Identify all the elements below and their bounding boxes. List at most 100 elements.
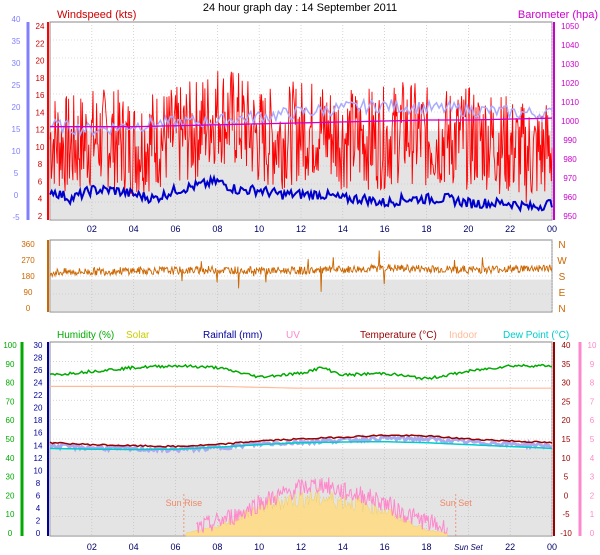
- humidity-tick-label: 50: [6, 435, 15, 444]
- rain-tick-label: 14: [34, 441, 43, 450]
- wind-outer-tick-label: 15: [12, 125, 21, 134]
- humidity-tick-label: 0: [8, 529, 13, 538]
- wind-outer-tick-label: 35: [12, 37, 21, 46]
- uv-tick-label: 3: [590, 473, 595, 482]
- rain-tick-label: 4: [36, 504, 41, 513]
- thermo-header-label: Rainfall (mm): [203, 330, 262, 341]
- wind-outer-tick-label: 40: [12, 15, 21, 24]
- thermo-header-label: UV: [286, 330, 300, 341]
- wind-inner-tick-label: 14: [36, 108, 45, 117]
- thermo-header-label: Dew Point (°C): [503, 330, 569, 341]
- wind-x-tick-label: 08: [212, 224, 222, 234]
- baro-tick-label: 960: [563, 193, 577, 202]
- feels-like-series-line: [49, 433, 553, 454]
- wind-x-tick-label: 04: [129, 224, 139, 234]
- wind-x-tick-label: 02: [87, 224, 97, 234]
- wind-outer-tick-label: 0: [14, 191, 19, 200]
- gust-series-line: [49, 97, 553, 138]
- temperature-tick-label: 5: [564, 473, 569, 482]
- rain-tick-label: 2: [36, 516, 41, 525]
- uv-tick-label: 0: [590, 529, 595, 538]
- temperature-tick-label: 30: [562, 379, 571, 388]
- average-wind-series-line: [49, 173, 553, 213]
- wind-x-tick-label: 00: [547, 224, 557, 234]
- temperature-tick-label: 15: [562, 435, 571, 444]
- wind-inner-tick-label: 12: [36, 126, 45, 135]
- wind-x-tick-label: 20: [463, 224, 473, 234]
- wind-inner-tick-label: 10: [36, 143, 45, 152]
- wind-inner-tick-label: 22: [36, 39, 45, 48]
- humidity-tick-label: 100: [3, 341, 17, 350]
- rain-tick-label: 0: [36, 529, 41, 538]
- temperature-tick-label: 0: [564, 491, 569, 500]
- direction-tick-label: 360: [21, 240, 35, 249]
- wind-inner-tick-label: 8: [38, 160, 43, 169]
- wind-outer-tick-label: 25: [12, 81, 21, 90]
- uv-tick-label: 2: [590, 491, 595, 500]
- direction-tick-label: 270: [21, 256, 35, 265]
- dew-point-series-line: [49, 440, 553, 451]
- thermo-x-tick-label: 02: [87, 542, 97, 552]
- wind-axis-title: Windspeed (kts): [57, 9, 136, 21]
- direction-series-line: [49, 250, 553, 292]
- temperature-tick-label: 40: [562, 341, 571, 350]
- rain-tick-label: 24: [34, 379, 43, 388]
- rain-tick-label: 6: [36, 491, 41, 500]
- baro-tick-label: 950: [563, 212, 577, 221]
- baro-tick-label: 980: [563, 155, 577, 164]
- humidity-tick-label: 60: [6, 416, 15, 425]
- baro-tick-label: 1020: [561, 79, 579, 88]
- thermo-x-tick-label: 00: [547, 542, 557, 552]
- wind-x-tick-label: 16: [380, 224, 390, 234]
- wind-x-tick-label: 12: [296, 224, 306, 234]
- thermo-header-label: Humidity (%): [57, 330, 114, 341]
- humidity-tick-label: 70: [6, 397, 15, 406]
- thermo-x-tick-label: Sun Set: [454, 543, 483, 552]
- baro-tick-label: 970: [563, 174, 577, 183]
- direction-tick-label: 180: [21, 272, 35, 281]
- wind-x-tick-label: 22: [505, 224, 515, 234]
- rain-tick-label: 8: [36, 479, 41, 488]
- rain-tick-label: 22: [34, 391, 43, 400]
- baro-tick-label: 1010: [561, 98, 579, 107]
- wind-x-tick-label: 14: [338, 224, 348, 234]
- temperature-tick-label: 10: [562, 454, 571, 463]
- direction-compass-label: S: [559, 272, 566, 283]
- rain-tick-label: 10: [34, 466, 43, 475]
- uv-series-line: [196, 477, 448, 534]
- humidity-tick-label: 30: [6, 473, 15, 482]
- wind-inner-tick-label: 24: [36, 22, 45, 31]
- thermo-header-label: Solar: [126, 330, 150, 341]
- thermo-x-tick-label: 18: [421, 542, 431, 552]
- baro-axis-title: Barometer (hpa): [518, 9, 598, 21]
- sun-marker-label: Sun Rise: [166, 498, 203, 508]
- direction-compass-label: E: [559, 288, 566, 299]
- uv-tick-label: 6: [590, 416, 595, 425]
- thermo-x-tick-label: 10: [254, 542, 264, 552]
- wind-outer-tick-label: -5: [12, 213, 20, 222]
- rain-tick-label: 16: [34, 429, 43, 438]
- direction-compass-label: N: [558, 240, 565, 251]
- baro-tick-label: 1030: [561, 60, 579, 69]
- wind-x-tick-label: 06: [170, 224, 180, 234]
- wind-inner-tick-label: 16: [36, 91, 45, 100]
- thermo-x-tick-label: 12: [296, 542, 306, 552]
- humidity-series-line: [49, 363, 553, 381]
- temperature-tick-label: 25: [562, 397, 571, 406]
- temperature-tick-label: 20: [562, 416, 571, 425]
- temperature-tick-label: -10: [560, 529, 572, 538]
- direction-compass-label: N: [558, 304, 565, 315]
- rain-tick-label: 30: [34, 341, 43, 350]
- chart-title: 24 hour graph day : 14 September 2011: [203, 2, 397, 14]
- wind-x-tick-label: 18: [421, 224, 431, 234]
- wind-outer-tick-label: 5: [14, 169, 19, 178]
- wind-inner-tick-label: 2: [38, 212, 43, 221]
- rain-tick-label: 20: [34, 404, 43, 413]
- uv-tick-label: 1: [590, 510, 595, 519]
- baro-tick-label: 1000: [561, 117, 579, 126]
- baro-tick-label: 990: [563, 136, 577, 145]
- wind-x-tick-label: 10: [254, 224, 264, 234]
- rain-tick-label: 12: [34, 454, 43, 463]
- thermo-x-tick-label: 22: [505, 542, 515, 552]
